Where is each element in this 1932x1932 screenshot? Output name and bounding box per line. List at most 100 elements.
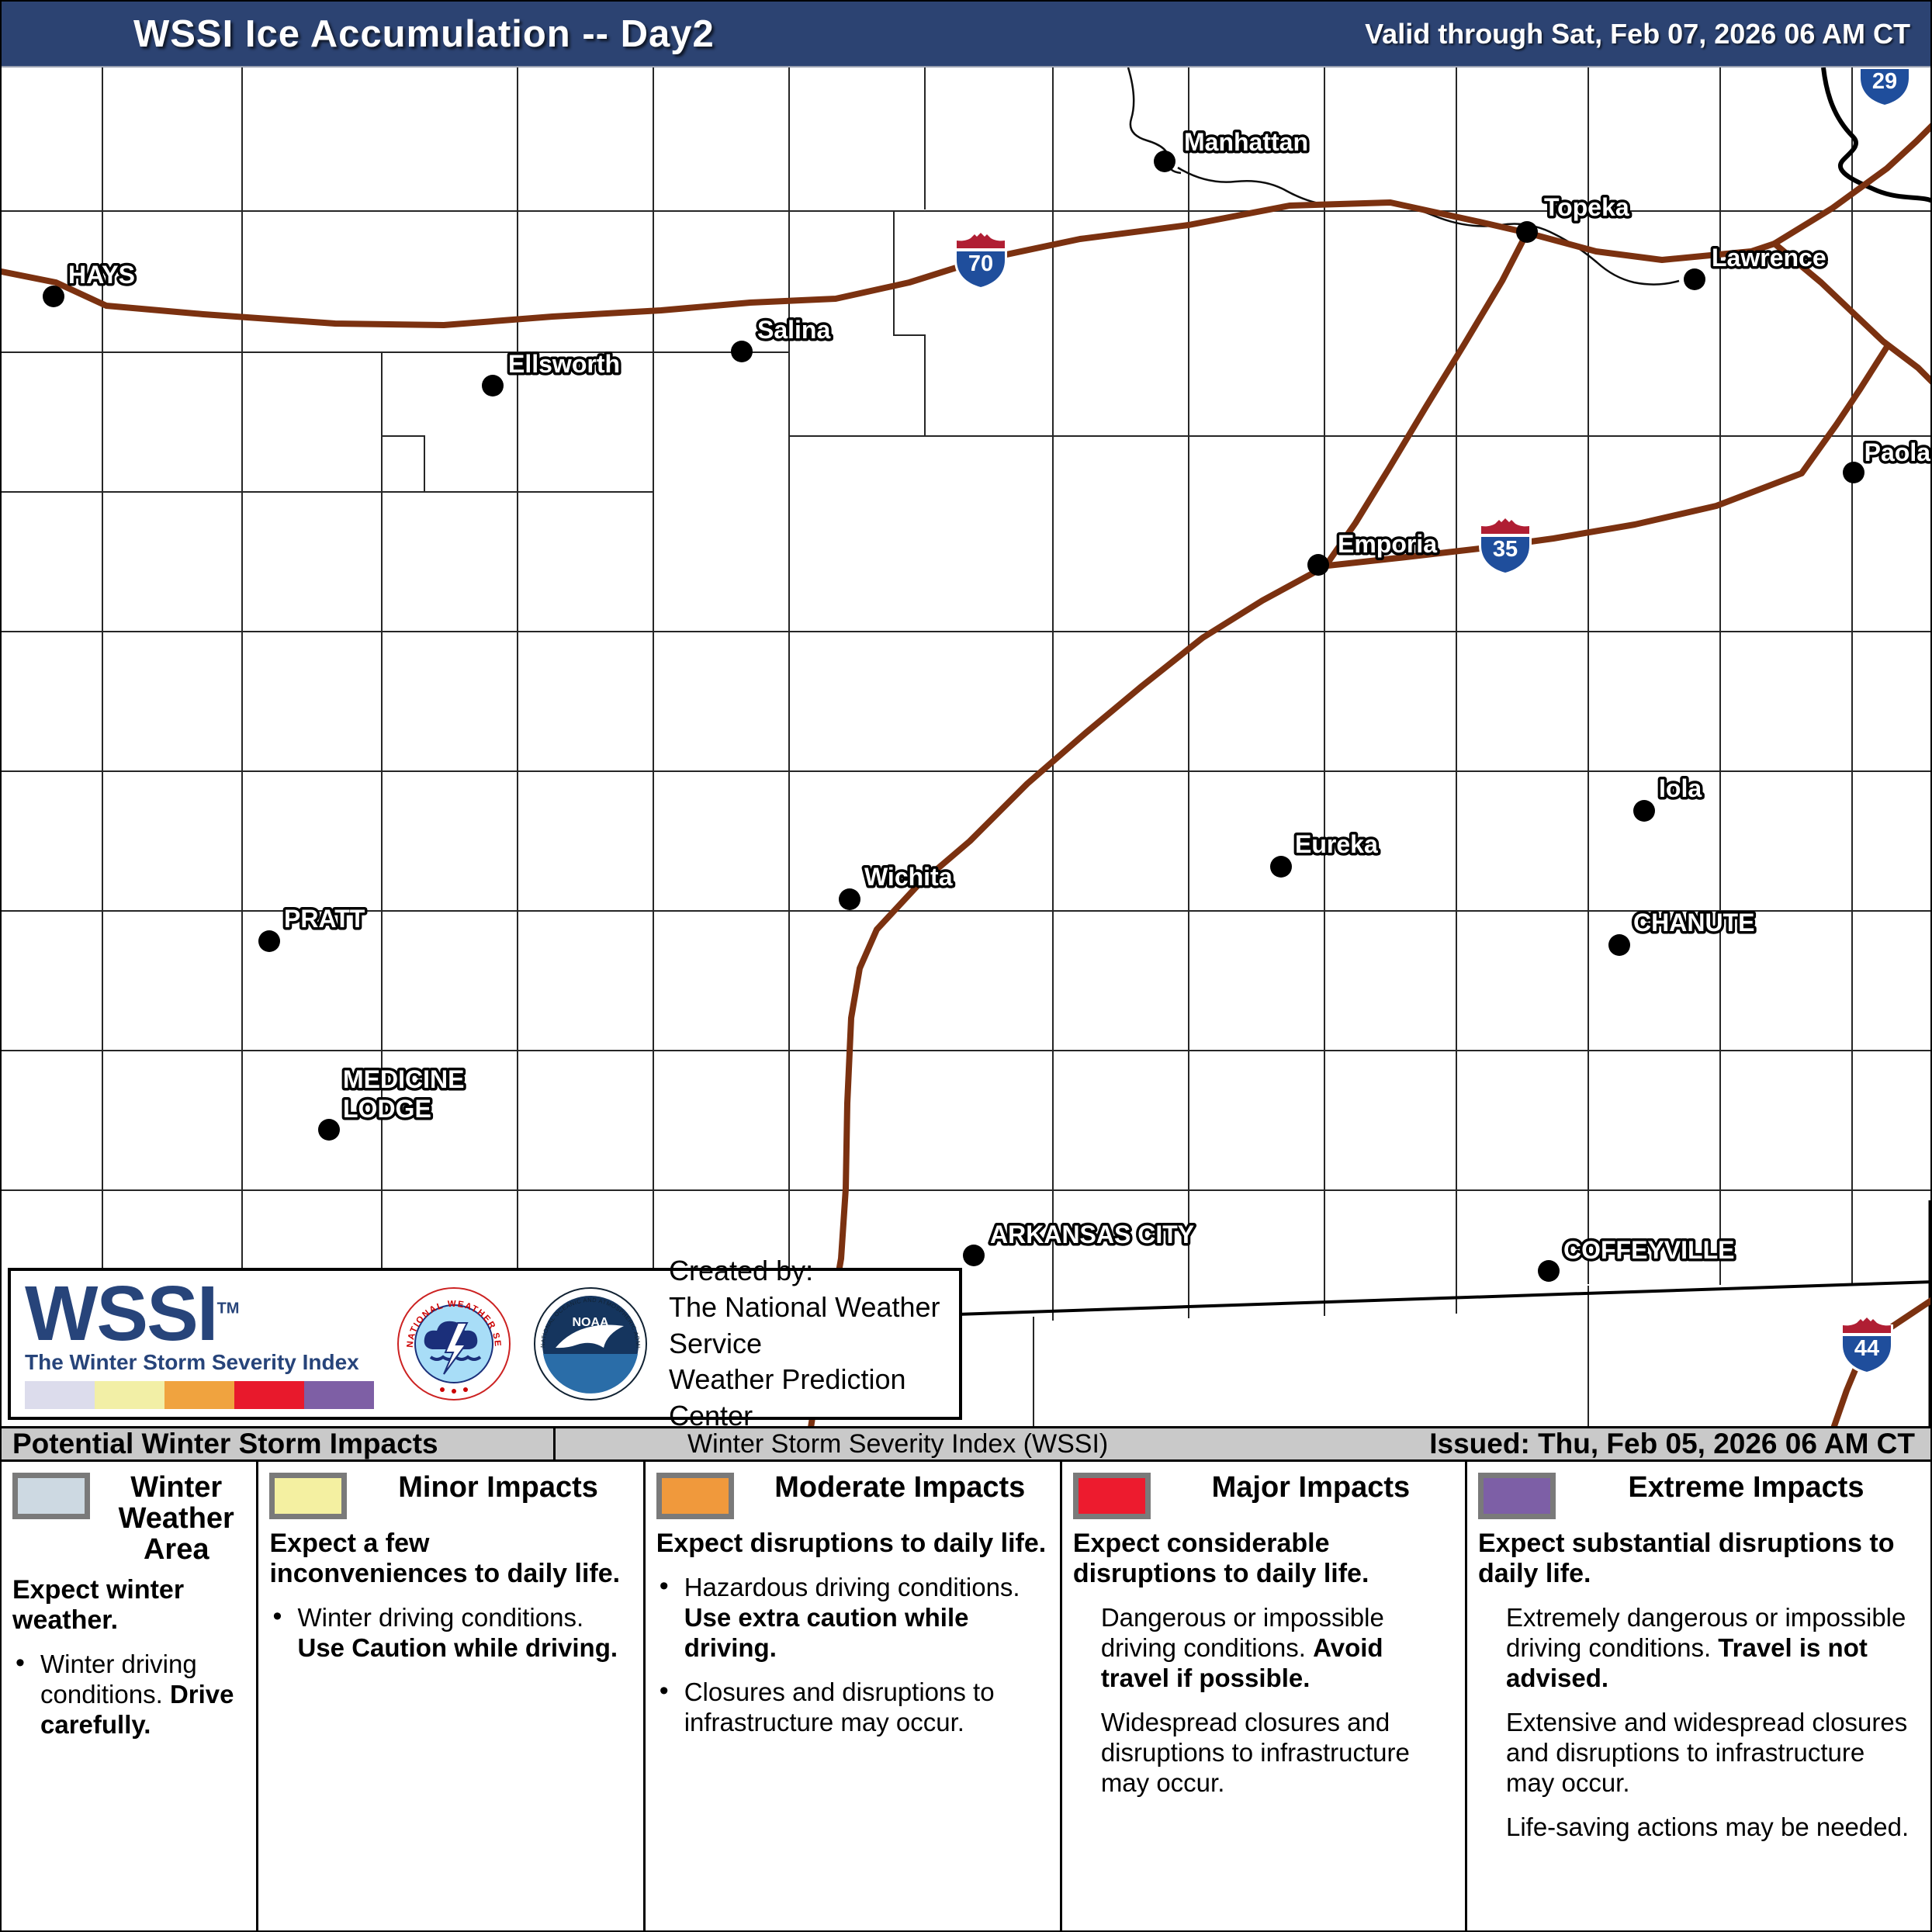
legend-column-winter-weather-area: Winter Weather Area Expect winter weathe… bbox=[2, 1462, 259, 1930]
city-label-manhattan: Manhattan bbox=[1184, 128, 1308, 156]
highway-i35-northeast bbox=[1317, 344, 1890, 570]
city-dot-salina bbox=[731, 341, 753, 362]
winter-weather-area-swatch bbox=[12, 1473, 90, 1519]
county-boundaries bbox=[2, 68, 1930, 1426]
city-dot-paola bbox=[1843, 462, 1864, 483]
city-dot-lawrence bbox=[1684, 268, 1705, 290]
legend-header: Extreme Impacts bbox=[1477, 1471, 1920, 1519]
legend-item: Extensive and widespread closures and di… bbox=[1505, 1708, 1908, 1797]
legend-items: Dangerous or impossible driving conditio… bbox=[1073, 1603, 1454, 1799]
city-label-paola: Paola bbox=[1864, 438, 1931, 466]
wssi-severity-colorbar bbox=[25, 1381, 376, 1409]
legend-title: Minor Impacts bbox=[398, 1471, 598, 1504]
city-dot-wichita bbox=[839, 888, 860, 910]
nws-logo-icon: NATIONAL WEATHER SERVICE bbox=[396, 1286, 511, 1401]
svg-text:NOAA: NOAA bbox=[572, 1316, 609, 1329]
legend-intro: Expect considerable disruptions to daily… bbox=[1072, 1529, 1369, 1589]
city-dot-hays bbox=[43, 286, 64, 307]
city-label-medicine-lodge: MEDICINE LODGE bbox=[343, 1065, 464, 1123]
legend-header: Major Impacts bbox=[1072, 1471, 1454, 1519]
highway-lines bbox=[2, 123, 1930, 1426]
legend-column-moderate-impacts: Moderate Impacts Expect disruptions to d… bbox=[646, 1462, 1062, 1930]
map: 70 35 29 44 Manhattan Topeka Lawrence HAYS Sali… bbox=[2, 68, 1931, 1432]
legend-column-extreme-impacts: Extreme Impacts Expect substantial disru… bbox=[1467, 1462, 1930, 1930]
legend-title: Extreme Impacts bbox=[1628, 1471, 1864, 1504]
city-markers: Manhattan Topeka Lawrence HAYS Salina Ellswor… bbox=[43, 126, 1931, 1282]
legend-items: Winter driving conditions. Drive careful… bbox=[12, 1647, 245, 1740]
city-dot-chanute bbox=[1608, 934, 1630, 956]
legend-intro: Expect winter weather. bbox=[12, 1574, 185, 1635]
noaa-logo-icon: NOAA NATIONAL OCEANIC AND ATMOSPHERIC AD… bbox=[532, 1286, 647, 1401]
legend-header: Minor Impacts bbox=[269, 1471, 632, 1519]
major-impacts-swatch bbox=[1072, 1473, 1151, 1519]
legend-column-minor-impacts: Minor Impacts Expect a few inconvenience… bbox=[258, 1462, 646, 1930]
city-dot-medicine-lodge bbox=[318, 1119, 340, 1141]
wssi-colorbar-segment bbox=[304, 1381, 374, 1409]
interstate-shields: 70 35 29 44 bbox=[954, 68, 1911, 1374]
highway-i70-northeast bbox=[1771, 123, 1930, 247]
legend-column-major-impacts: Major Impacts Expect considerable disrup… bbox=[1062, 1462, 1467, 1930]
wssi-logo: WSSITM The Winter Storm Severity Index bbox=[25, 1270, 376, 1409]
city-label-salina: Salina bbox=[757, 316, 830, 344]
legend-item: Winter driving conditions. Use Caution w… bbox=[269, 1601, 632, 1664]
city-dot-coffeyville bbox=[1538, 1260, 1560, 1282]
trademark-symbol: TM bbox=[216, 1300, 240, 1317]
moderate-impacts-swatch bbox=[656, 1473, 734, 1519]
wssi-subtitle: Winter Storm Severity Index (WSSI) bbox=[687, 1428, 1109, 1459]
legend-title: Major Impacts bbox=[1211, 1471, 1411, 1504]
legend-intro: Expect disruptions to daily life. bbox=[656, 1529, 1047, 1558]
wssi-colorbar-segment bbox=[95, 1381, 164, 1409]
legend-item: Life-saving actions may be needed. bbox=[1505, 1812, 1909, 1841]
map-canvas: 70 35 29 44 Manhattan Topeka Lawrence HAYS Sali… bbox=[2, 68, 1931, 1426]
highway-turnpike-topeka-emporia bbox=[1322, 230, 1530, 570]
legend-title: Moderate Impacts bbox=[774, 1471, 1026, 1504]
city-label-lawrence: Lawrence bbox=[1712, 244, 1826, 272]
valid-through-text: Valid through Sat, Feb 07, 2026 06 AM CT bbox=[1365, 17, 1910, 50]
wssi-wordmark: WSSITM bbox=[25, 1270, 240, 1357]
legend-item: Winter driving conditions. Drive careful… bbox=[12, 1647, 245, 1740]
legend-items: Hazardous driving conditions. Use extra … bbox=[656, 1570, 1049, 1738]
legend-items: Extremely dangerous or impossible drivin… bbox=[1478, 1603, 1920, 1843]
wssi-colorbar-segment bbox=[164, 1381, 234, 1409]
wssi-colorbar-segment bbox=[25, 1381, 95, 1409]
potential-impacts-title: Potential Winter Storm Impacts bbox=[2, 1428, 556, 1459]
city-label-iola: Iola bbox=[1659, 774, 1702, 802]
highway-southeast-branch bbox=[1771, 241, 1930, 385]
legend-items: Winter driving conditions. Use Caution w… bbox=[269, 1601, 632, 1664]
legend-intro: Expect substantial disruptions to daily … bbox=[1477, 1529, 1895, 1589]
city-dot-pratt bbox=[258, 930, 280, 952]
city-dot-iola bbox=[1633, 800, 1655, 822]
city-dot-manhattan bbox=[1154, 151, 1175, 172]
city-label-ellsworth: Ellsworth bbox=[508, 350, 620, 378]
wssi-tagline: The Winter Storm Severity Index bbox=[25, 1350, 359, 1374]
legend-header: Winter Weather Area bbox=[12, 1471, 245, 1566]
city-dot-emporia bbox=[1307, 554, 1329, 576]
city-dot-topeka bbox=[1516, 221, 1538, 243]
created-by-line2: The National Weather Service bbox=[669, 1290, 940, 1359]
city-label-emporia: Emporia bbox=[1338, 530, 1437, 558]
city-label-topeka: Topeka bbox=[1544, 193, 1629, 221]
legend-intro: Expect a few inconveniences to daily lif… bbox=[269, 1529, 621, 1589]
city-label-wichita: Wichita bbox=[864, 863, 953, 891]
city-dot-arkansas-city bbox=[963, 1245, 985, 1266]
city-label-chanute: CHANUTE bbox=[1633, 909, 1754, 937]
legend-title-bar: Potential Winter Storm Impacts Winter St… bbox=[2, 1426, 1930, 1462]
minor-impacts-swatch bbox=[269, 1473, 348, 1519]
interstate-44-label: 44 bbox=[1854, 1336, 1879, 1361]
city-label-hays: HAYS bbox=[68, 261, 135, 289]
impacts-legend: Winter Weather Area Expect winter weathe… bbox=[2, 1462, 1930, 1930]
credit-box: WSSITM The Winter Storm Severity Index N… bbox=[8, 1255, 962, 1432]
legend-item: Dangerous or impossible driving conditio… bbox=[1100, 1603, 1384, 1693]
interstate-35-label: 35 bbox=[1493, 537, 1518, 562]
legend-title: Winter Weather Area bbox=[118, 1471, 234, 1566]
wssi-colorbar-segment bbox=[234, 1381, 304, 1409]
header-bar: WSSI Ice Accumulation -- Day2 Valid thro… bbox=[2, 2, 1930, 68]
legend-header: Moderate Impacts bbox=[656, 1471, 1049, 1519]
issued-text: Issued: Thu, Feb 05, 2026 06 AM CT bbox=[1429, 1428, 1915, 1459]
created-by-line3: Weather Prediction Center bbox=[669, 1363, 906, 1432]
page-title: WSSI Ice Accumulation -- Day2 bbox=[133, 12, 715, 55]
city-dot-eureka bbox=[1270, 856, 1292, 878]
legend-item: Widespread closures and disruptions to i… bbox=[1100, 1708, 1410, 1797]
city-label-coffeyville: COFFEYVILLE bbox=[1563, 1236, 1734, 1264]
